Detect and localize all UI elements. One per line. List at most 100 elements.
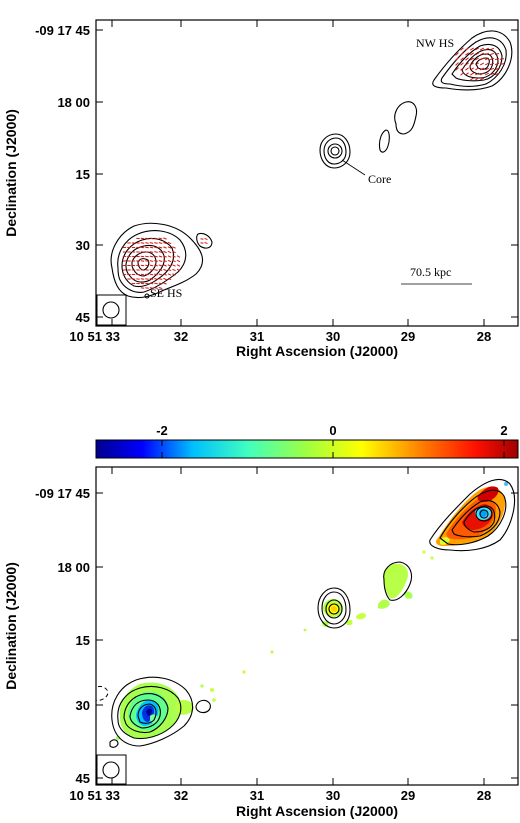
polarization-vector (154, 278, 158, 280)
polarization-vector (149, 278, 154, 280)
polarization-vector (154, 237, 158, 240)
bottom-panel: -2 0 2 10 51 33 32 31 30 29 28 -09 17 45 18 00 15… (3, 423, 519, 819)
polarization-vector (460, 72, 464, 76)
polarization-vector (149, 269, 154, 271)
polarization-vector (494, 52, 500, 56)
core-leader-line (341, 159, 366, 176)
polarization-vector (149, 251, 154, 253)
colorbar-tick-label: -2 (156, 423, 168, 438)
top-y-axis-label: Declination (J2000) (3, 109, 19, 237)
polarization-vector (158, 237, 163, 240)
polarization-vector (145, 251, 149, 253)
polarization-vector (149, 246, 154, 249)
polarization-vector (465, 67, 469, 71)
polarization-vector (470, 72, 474, 76)
polarization-vector (455, 57, 459, 61)
polarization-vector (158, 246, 163, 249)
polarization-vector (172, 264, 176, 267)
polarization-vector (475, 52, 479, 56)
polarization-vector (465, 57, 469, 61)
polarization-vector (484, 47, 490, 51)
polarization-vector (494, 62, 500, 66)
x-tick-label: 30 (326, 788, 340, 803)
bottom-x-ticks: 10 51 33 32 31 30 29 28 (69, 467, 491, 803)
polarization-vector (204, 241, 208, 245)
colorbar-tick-label: 2 (500, 423, 507, 438)
polarization-vector (145, 242, 149, 244)
negative-contour (96, 685, 109, 701)
polarization-vector (484, 67, 490, 71)
polarization-vector (172, 246, 176, 249)
bottom-beam-marker (96, 754, 127, 785)
x-tick-label: 32 (174, 788, 188, 803)
polarization-vector (484, 62, 490, 66)
polarization-vector (460, 57, 464, 61)
polarization-vector (460, 47, 464, 51)
top-plot-frame (95, 19, 519, 327)
x-tick-label: 28 (477, 329, 491, 344)
polarization-vector (154, 269, 158, 271)
polarization-vector (163, 282, 167, 285)
polarization-vector (465, 62, 469, 66)
polarization-vector (145, 273, 149, 276)
polarization-vector (499, 58, 505, 60)
polarization-vector (489, 72, 495, 76)
x-tick-label: 10 51 33 (69, 329, 120, 344)
polarization-vector (470, 52, 474, 56)
polarization-vector (494, 67, 500, 71)
polarization-vector (145, 260, 149, 262)
polarization-vector (475, 72, 479, 76)
polarization-vector (460, 52, 464, 56)
polarization-vector (479, 57, 485, 61)
polarization-vector (172, 250, 176, 254)
polarization-vector (145, 287, 149, 289)
polarization-vector (167, 246, 172, 249)
polarization-vector (163, 268, 167, 272)
polarization-vector (455, 67, 459, 71)
polarization-vector (489, 67, 495, 71)
top-beam-marker (96, 294, 127, 326)
polarization-vector (475, 57, 479, 61)
polarization-vector (455, 62, 459, 66)
polarization-vector (479, 67, 485, 71)
y-tick-label: 18 00 (57, 95, 90, 110)
nw-hotspot-label: NW HS (416, 36, 454, 50)
polarization-vector (158, 260, 163, 262)
polarization-vector (154, 273, 158, 276)
y-tick-label: 30 (76, 698, 90, 713)
polarization-vector (176, 255, 181, 258)
polarization-vector (465, 72, 469, 76)
y-tick-label: 15 (76, 167, 90, 182)
polarization-vector (149, 273, 154, 276)
polarization-vector (154, 246, 158, 249)
polarization-vector (163, 264, 167, 267)
polarization-vector (149, 287, 154, 289)
polarization-vector (145, 255, 149, 258)
x-tick-label: 31 (250, 788, 264, 803)
y-tick-label: -09 17 45 (35, 486, 90, 501)
polarization-vector (479, 72, 485, 76)
bottom-y-ticks: -09 17 45 18 00 15 30 45 (35, 486, 518, 786)
polarization-vector (484, 57, 490, 61)
y-tick-label: 30 (76, 238, 90, 253)
x-tick-label: 29 (401, 329, 415, 344)
polarization-vector (149, 260, 154, 262)
x-tick-label: 32 (174, 329, 188, 344)
polarization-vector (158, 251, 163, 253)
polarization-vector (163, 241, 167, 245)
y-tick-label: 15 (76, 633, 90, 648)
polarization-vector (200, 242, 204, 244)
polarization-vector (149, 237, 154, 240)
polarization-vector (163, 255, 167, 258)
core-label: Core (368, 172, 391, 186)
polarization-vector (475, 77, 479, 81)
polarization-vector (489, 52, 495, 56)
polarization-vector (479, 77, 485, 81)
polarization-vector (494, 72, 500, 76)
polarization-vector (145, 269, 149, 271)
polarization-vector (475, 47, 479, 51)
polarization-vector (167, 273, 172, 276)
polarization-vector (154, 282, 158, 285)
top-x-ticks: 10 51 33 32 31 30 29 28 (69, 20, 491, 344)
